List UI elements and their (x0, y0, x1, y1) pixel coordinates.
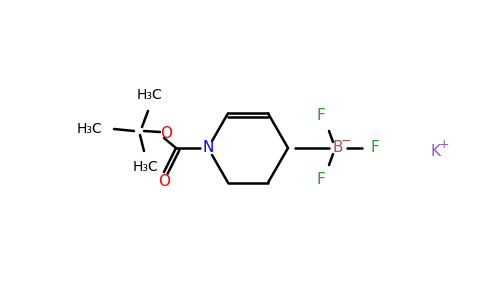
Text: O: O (160, 125, 172, 140)
Text: +: + (439, 139, 449, 152)
Text: B: B (333, 140, 343, 155)
Text: O: O (158, 173, 170, 188)
Text: F: F (371, 140, 379, 155)
Text: H₃C: H₃C (137, 88, 163, 102)
Text: H₃C: H₃C (76, 122, 102, 136)
Text: N: N (202, 140, 214, 155)
Text: F: F (317, 109, 325, 124)
Text: K: K (430, 145, 440, 160)
Text: H₃C: H₃C (133, 160, 159, 174)
Text: F: F (317, 172, 325, 188)
Text: −: − (341, 134, 351, 148)
